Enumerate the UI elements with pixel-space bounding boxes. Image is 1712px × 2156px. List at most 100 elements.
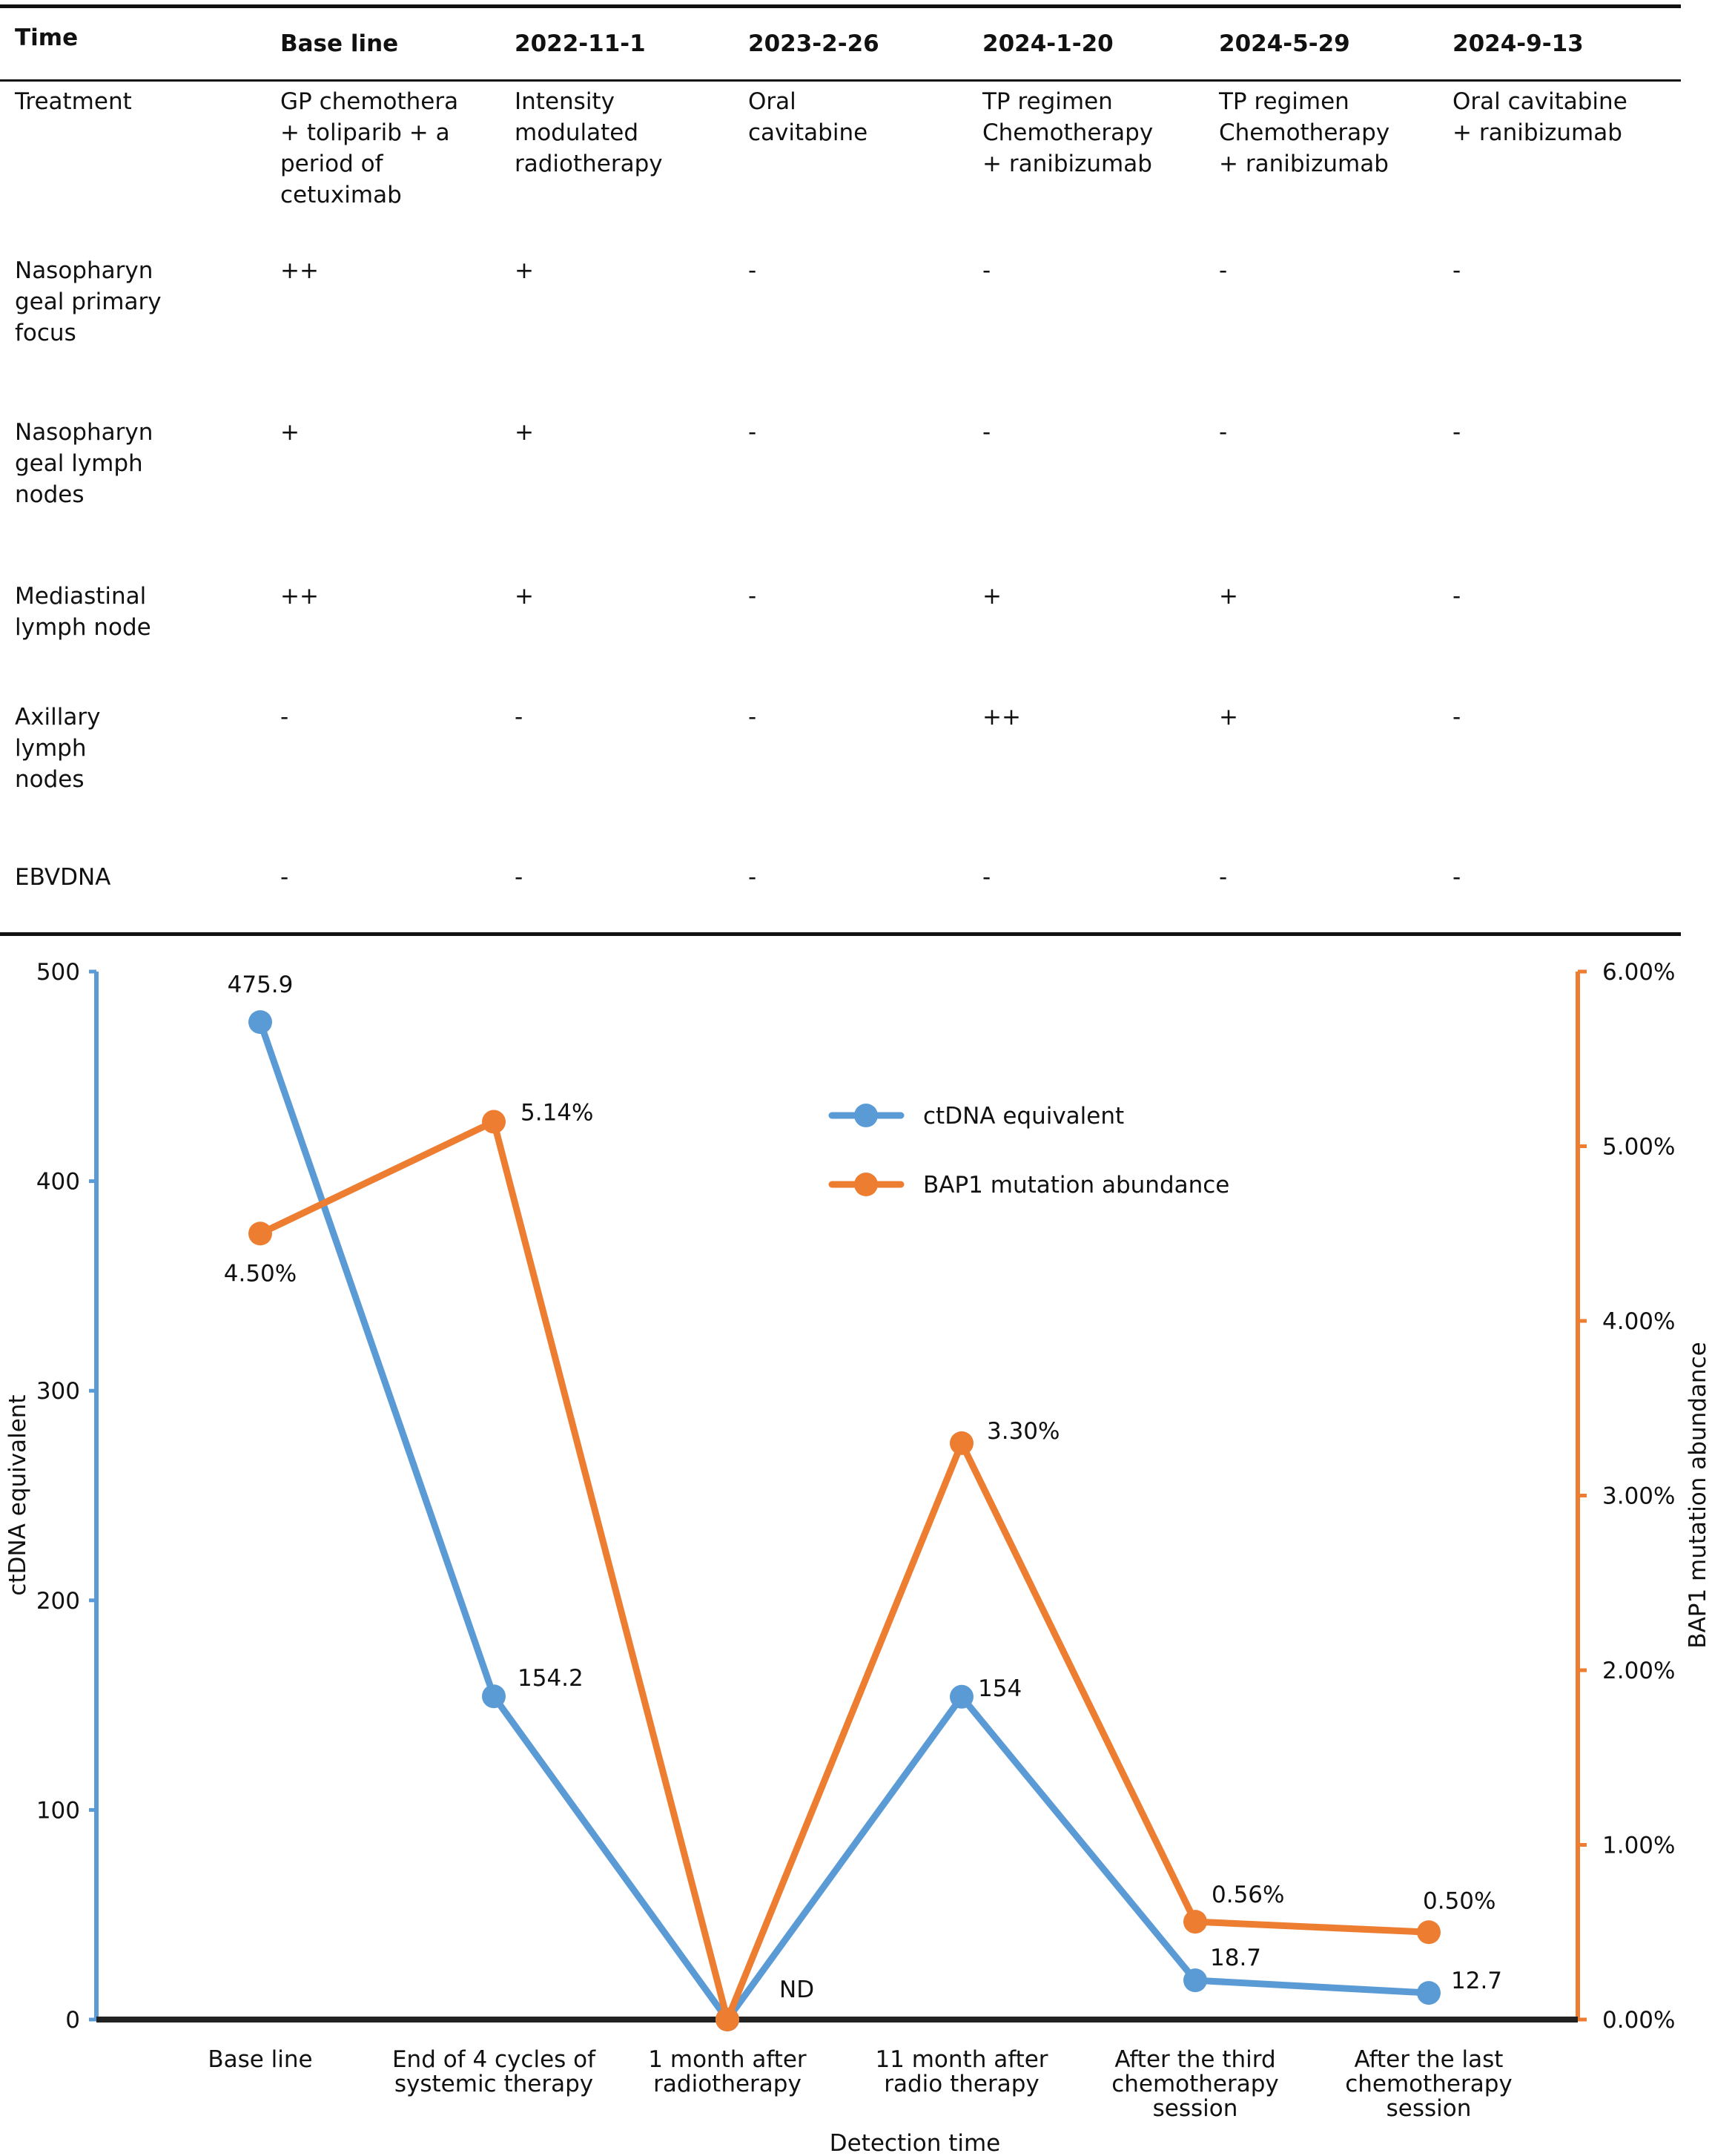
column-header: 2024-9-13	[1452, 30, 1584, 57]
ctdna-series-line	[257, 1021, 1430, 2023]
left-tick-label: 400	[36, 1169, 80, 1196]
table-cell: Oral cavitabine + ranibizumab	[1452, 88, 1627, 146]
bap1-data-point	[248, 1222, 272, 1246]
table-cell: -	[748, 583, 757, 610]
x-tick-label: session	[1387, 2095, 1472, 2122]
bap1-data-point	[482, 1110, 506, 1134]
x-tick-label: 1 month after	[648, 2046, 807, 2073]
table-cell: +	[982, 583, 1002, 610]
table-cell: TP regimen Chemotherapy + ranibizumab	[1219, 88, 1390, 177]
legend-label: ctDNA equivalent	[923, 1103, 1124, 1130]
row-label: EBVDNA	[15, 864, 111, 891]
left-tick-label: 300	[36, 1378, 80, 1405]
table-cell: +	[515, 583, 534, 610]
table-cell: -	[280, 704, 289, 731]
x-tick-label: Base line	[208, 2046, 312, 2073]
table-cell: +	[1219, 583, 1238, 610]
row-label: Mediastinal lymph node	[15, 583, 151, 641]
ctdna-data-label: ND	[779, 1977, 814, 2003]
row-label: Nasopharyn geal lymph nodes	[15, 419, 153, 508]
bap1-data-label: 0.56%	[1212, 1882, 1284, 1908]
table-cell: ++	[280, 257, 319, 284]
x-tick-label: After the third	[1114, 2046, 1275, 2073]
table-cell: -	[515, 704, 523, 731]
row-label: Nasopharyn geal primary focus	[15, 257, 162, 346]
left-tick-label: 100	[36, 1797, 80, 1824]
table-cell: +	[515, 419, 534, 446]
table-bottom-rule	[0, 932, 1681, 936]
right-tick-label: 0.00%	[1602, 2007, 1675, 2034]
ctdna-data-point	[482, 1684, 506, 1709]
right-tick-label: 4.00%	[1602, 1308, 1675, 1335]
x-tick-label: chemotherapy	[1345, 2071, 1513, 2097]
column-header: 2023-2-26	[748, 30, 879, 57]
table-cell: -	[748, 257, 757, 284]
table-cell: -	[748, 419, 757, 446]
x-tick-label: chemotherapy	[1111, 2071, 1279, 2097]
table-cell: -	[1219, 419, 1228, 446]
table-cell: -	[982, 419, 991, 446]
x-tick-label: After the last	[1355, 2046, 1504, 2073]
legend-label: BAP1 mutation abundance	[923, 1172, 1229, 1199]
table-cell: +	[1219, 704, 1238, 731]
bap1-data-label: 5.14%	[520, 1100, 593, 1127]
left-axis-title: ctDNA equivalent	[4, 1394, 31, 1595]
column-header: 2024-1-20	[982, 30, 1114, 57]
left-tick-label: 200	[36, 1588, 80, 1615]
x-tick-label: 11 month after	[875, 2046, 1048, 2073]
table-cell: -	[748, 864, 757, 891]
bap1-data-label: 3.30%	[987, 1418, 1060, 1445]
table-cell: TP regimen Chemotherapy + ranibizumab	[982, 88, 1154, 177]
x-tick-label: End of 4 cycles of	[392, 2046, 596, 2073]
table-cell: GP chemothera + toliparib + a period of …	[280, 88, 459, 208]
table-cell: -	[1219, 864, 1228, 891]
table-cell: -	[1452, 704, 1461, 731]
x-axis-title: Detection time	[830, 2130, 1001, 2156]
x-tick-label: session	[1153, 2095, 1238, 2122]
table-cell: -	[1452, 583, 1461, 610]
table-cell: Intensity modulated radiotherapy	[515, 88, 663, 177]
x-tick-label: radio therapy	[884, 2071, 1040, 2097]
table-cell: -	[748, 704, 757, 731]
bap1-series-line	[259, 1118, 1430, 2023]
ctdna-data-label: 154	[978, 1675, 1022, 1702]
table-top-rule	[0, 4, 1681, 8]
ctdna-data-label: 12.7	[1451, 1968, 1502, 1994]
column-header: Base line	[280, 30, 399, 57]
table-cell: -	[1452, 419, 1461, 446]
column-header: 2024-5-29	[1219, 30, 1350, 57]
column-header: 2022-11-1	[515, 30, 646, 57]
x-tick-label: radiotherapy	[653, 2071, 802, 2097]
table-cell: ++	[982, 704, 1021, 731]
left-tick-label: 0	[65, 2007, 80, 2034]
legend-marker	[854, 1104, 878, 1127]
ctdna-data-label: 154.2	[518, 1665, 584, 1692]
ctdna-data-label: 475.9	[228, 972, 294, 998]
table-cell: -	[1219, 257, 1228, 284]
right-tick-label: 2.00%	[1602, 1658, 1675, 1684]
row-label: Axillary lymph nodes	[15, 704, 101, 793]
bap1-data-point	[1417, 1920, 1441, 1945]
table-cell: -	[1452, 864, 1461, 891]
left-tick-label: 500	[36, 959, 80, 986]
legend-marker	[854, 1173, 878, 1196]
table-cell: -	[280, 864, 289, 891]
ctdna-data-point	[1417, 1981, 1441, 2005]
table-cell: +	[280, 419, 300, 446]
right-axis-title: BAP1 mutation abundance	[1685, 1342, 1711, 1648]
table-cell: -	[982, 864, 991, 891]
table-header-rule	[0, 79, 1681, 82]
right-tick-label: 3.00%	[1602, 1483, 1675, 1510]
right-tick-label: 1.00%	[1602, 1833, 1675, 1859]
bap1-data-label: 4.50%	[224, 1260, 297, 1287]
ctdna-data-label: 18.7	[1210, 1945, 1261, 1971]
x-tick-label: systemic therapy	[394, 2071, 593, 2097]
bap1-data-point	[715, 2008, 739, 2031]
table-cell: +	[515, 257, 534, 284]
bap1-data-point	[950, 1431, 974, 1455]
table-cell: -	[1452, 257, 1461, 284]
right-tick-label: 5.00%	[1602, 1134, 1675, 1161]
bap1-data-label: 0.50%	[1423, 1888, 1495, 1914]
ctdna-data-point	[248, 1010, 272, 1035]
